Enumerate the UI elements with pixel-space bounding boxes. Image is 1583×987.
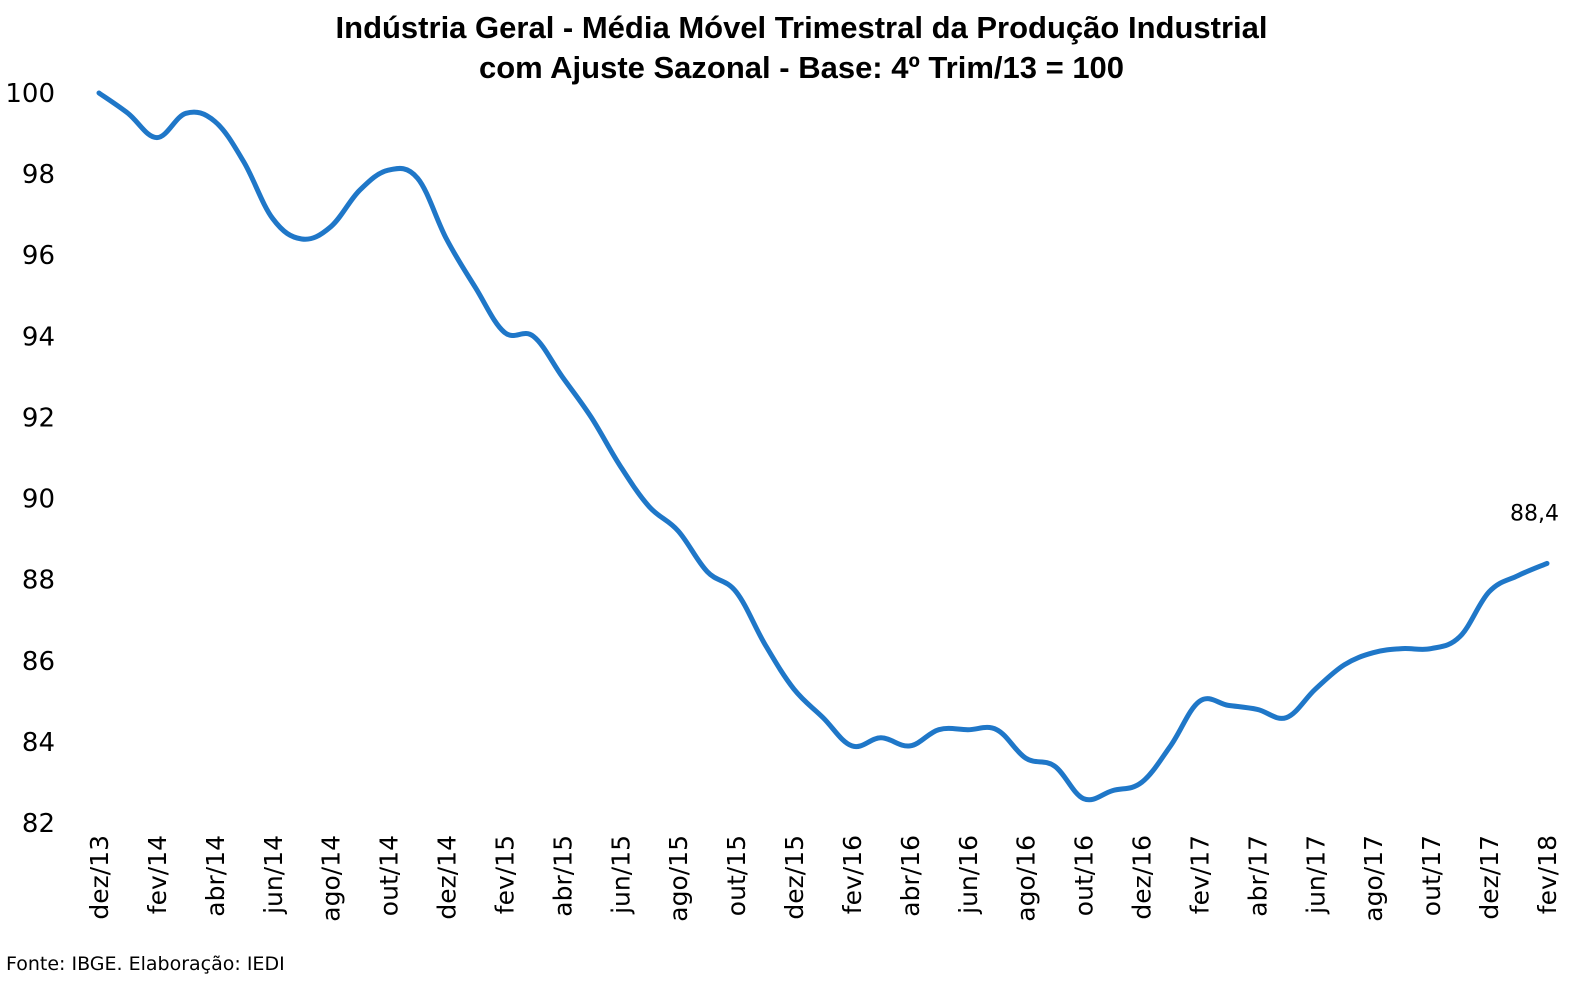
y-tick-label: 100 xyxy=(5,79,55,109)
x-tick-label: fev/15 xyxy=(490,835,519,914)
series-line-0 xyxy=(96,90,1550,803)
x-tick-label: out/16 xyxy=(1070,835,1099,916)
x-tick-label: ago/16 xyxy=(1012,835,1041,922)
data-label-layer: 88,4 xyxy=(1510,501,1559,526)
y-tick-label: 98 xyxy=(22,160,55,190)
y-tick-label: 86 xyxy=(22,647,55,677)
y-tick-label: 96 xyxy=(22,241,55,271)
x-tick-label: out/15 xyxy=(722,835,751,916)
x-tick-label: out/17 xyxy=(1417,835,1446,916)
x-tick-label: dez/17 xyxy=(1475,835,1504,920)
x-tick-label: jun/16 xyxy=(954,835,983,915)
y-tick-label: 90 xyxy=(22,485,55,515)
x-tick-label: ago/17 xyxy=(1359,835,1388,922)
data-label: 88,4 xyxy=(1510,501,1559,526)
x-axis-ticks: dez/13 fev/14 abr/14 jun/14 ago/14 out/14 dez/… xyxy=(85,835,1562,922)
x-tick-label: fev/17 xyxy=(1185,835,1214,914)
x-tick-label: jun/15 xyxy=(606,835,635,915)
y-axis-ticks: 82 84 86 88 90 92 94 96 98 100 xyxy=(5,79,55,839)
x-tick-label: ago/14 xyxy=(317,835,346,922)
x-tick-label: jun/14 xyxy=(259,835,288,915)
x-tick-label: out/14 xyxy=(375,835,404,916)
y-tick-label: 92 xyxy=(22,403,55,433)
x-tick-label: abr/17 xyxy=(1243,835,1272,917)
x-tick-label: jun/17 xyxy=(1301,835,1330,915)
source-note: Fonte: IBGE. Elaboração: IEDI xyxy=(6,953,285,975)
x-tick-label: fev/18 xyxy=(1533,835,1562,914)
y-tick-label: 94 xyxy=(22,322,55,352)
chart-title-line1: Indústria Geral - Média Móvel Trimestral… xyxy=(335,10,1268,45)
y-tick-label: 88 xyxy=(22,566,55,596)
chart-title: Indústria Geral - Média Móvel Trimestral… xyxy=(0,8,1583,88)
x-tick-label: fev/16 xyxy=(838,835,867,914)
x-tick-label: abr/15 xyxy=(548,835,577,917)
chart-title-line2: com Ajuste Sazonal - Base: 4º Trim/13 = … xyxy=(478,50,1125,85)
y-tick-label: 84 xyxy=(22,728,55,758)
series-layer xyxy=(96,90,1550,803)
x-tick-label: abr/16 xyxy=(896,835,925,917)
x-tick-label: ago/15 xyxy=(664,835,693,922)
x-tick-label: abr/14 xyxy=(201,835,230,917)
x-tick-label: dez/16 xyxy=(1128,835,1157,920)
x-tick-label: dez/15 xyxy=(780,835,809,920)
x-tick-label: dez/14 xyxy=(433,835,462,920)
y-tick-label: 82 xyxy=(22,809,55,839)
x-tick-label: fev/14 xyxy=(143,835,172,914)
x-tick-label: dez/13 xyxy=(85,835,114,920)
